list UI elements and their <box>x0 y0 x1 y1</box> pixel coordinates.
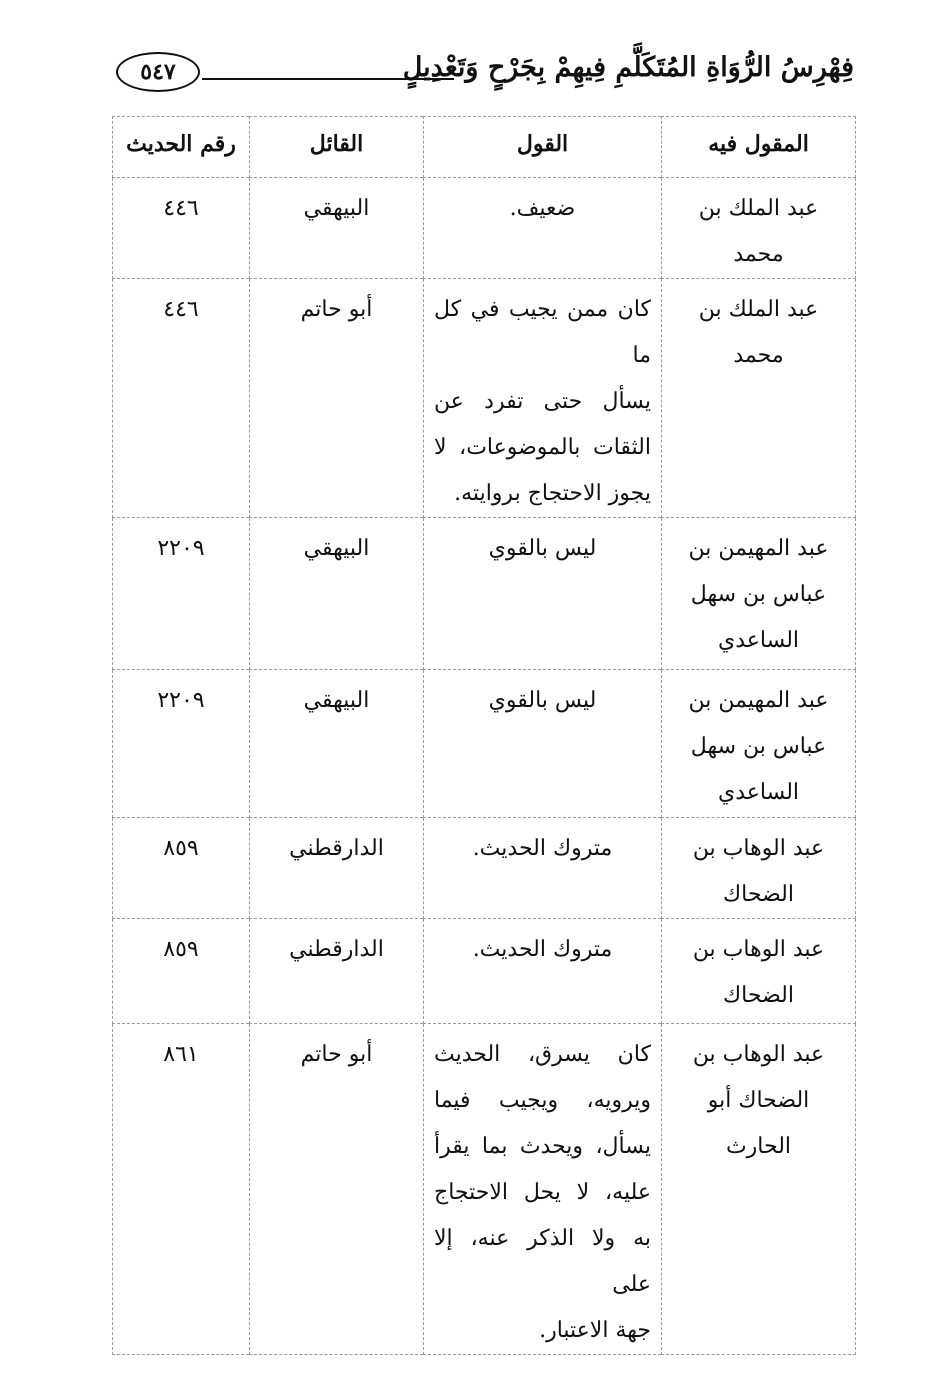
cell-sayer: الدارقطني <box>249 918 424 1024</box>
column-header-hadith-number: رقم الحديث <box>112 116 250 178</box>
cell-subject-line: الحارث <box>725 1134 792 1159</box>
table-header-row: المقول فيه القول القائل رقم الحديث <box>112 116 856 178</box>
cell-saying-line: الثقات بالموضوعات، لا <box>434 435 651 460</box>
cell-hadith-number: ٤٤٦ <box>112 278 250 518</box>
column-header-subject: المقول فيه <box>661 116 856 178</box>
cell-saying-line: ليس بالقوي <box>488 688 597 713</box>
cell-hadith-number: ٨٥٩ <box>112 817 250 919</box>
cell-subject-line: الضحاك <box>723 882 794 907</box>
cell-hadith-number: ٨٥٩ <box>112 918 250 1024</box>
cell-subject-line: الضحاك <box>723 983 794 1008</box>
cell-saying-line: متروك الحديث. <box>472 836 613 861</box>
cell-sayer: البيهقي <box>249 669 424 818</box>
cell-subject-line: عبد الملك بن محمد <box>698 196 819 267</box>
cell-saying-line: يسأل حتى تفرد عن <box>434 389 651 414</box>
cell-subject: عبد الوهاب بن الضحاك أبو الحارث <box>661 1023 856 1355</box>
cell-subject: عبد المهيمن بن عباس بن سهل الساعدي <box>661 517 856 670</box>
table-row: عبد المهيمن بن عباس بن سهل الساعدي ليس بالق… <box>112 669 856 818</box>
cell-subject-line: الساعدي <box>717 628 800 653</box>
column-header-saying: القول <box>423 116 662 178</box>
cell-sayer: البيهقي <box>249 517 424 670</box>
table-row: عبد المهيمن بن عباس بن سهل الساعدي ليس بالق… <box>112 517 856 670</box>
cell-saying-line: ليس بالقوي <box>488 536 597 561</box>
cell-subject-line: عبد المهيمن بن <box>688 536 829 561</box>
cell-subject-line: الساعدي <box>717 780 800 805</box>
cell-subject: عبد الوهاب بن الضحاك <box>661 817 856 919</box>
header-rule <box>202 78 454 80</box>
cell-subject-line: عباس بن سهل <box>690 734 827 759</box>
cell-subject-line: عبد المهيمن بن <box>688 688 829 713</box>
narrators-table: المقول فيه القول القائل رقم الحديث عبد ا… <box>112 116 856 1355</box>
cell-subject-line: عبد الوهاب بن <box>692 1042 825 1067</box>
cell-hadith-number: ٢٢٠٩ <box>112 517 250 670</box>
cell-saying: ليس بالقوي <box>423 517 662 670</box>
table-row: عبد الملك بن محمد ضعيف. البيهقي ٤٤٦ <box>112 177 856 279</box>
cell-saying: كان ممن يجيب في كل ما يسأل حتى تفرد عن الث… <box>423 278 662 518</box>
table-row: عبد الوهاب بن الضحاك أبو الحارث كان يسرق، ا… <box>112 1023 856 1355</box>
cell-sayer: أبو حاتم <box>249 1023 424 1355</box>
cell-saying-line: كان يسرق، الحديث <box>434 1042 651 1067</box>
page-header: فِهْرِسُ الرُّوَاةِ المُتَكَلَّمِ فِيهِم… <box>112 48 854 98</box>
cell-saying-line: يسأل، ويحدث بما يقرأ <box>434 1134 651 1159</box>
cell-hadith-number: ٨٦١ <box>112 1023 250 1355</box>
cell-saying-line: يجوز الاحتجاج بروايته. <box>454 481 651 506</box>
cell-sayer: البيهقي <box>249 177 424 279</box>
cell-hadith-number: ٤٤٦ <box>112 177 250 279</box>
cell-subject-line: عبد الملك بن محمد <box>698 297 819 368</box>
cell-subject: عبد الوهاب بن الضحاك <box>661 918 856 1024</box>
page-number: ٥٤٧ <box>116 52 200 92</box>
running-title: فِهْرِسُ الرُّوَاةِ المُتَكَلَّمِ فِيهِم… <box>402 52 854 83</box>
cell-saying-line: جهة الاعتبار. <box>539 1318 651 1343</box>
cell-saying-line: به ولا الذكر عنه، إلا على <box>434 1226 651 1297</box>
cell-saying: متروك الحديث. <box>423 817 662 919</box>
column-header-sayer: القائل <box>249 116 424 178</box>
cell-saying: ليس بالقوي <box>423 669 662 818</box>
cell-sayer: أبو حاتم <box>249 278 424 518</box>
table-row: عبد الملك بن محمد كان ممن يجيب في كل ما يس… <box>112 278 856 518</box>
cell-saying: كان يسرق، الحديث ويرويه، ويجيب فيما يسأل، … <box>423 1023 662 1355</box>
cell-subject: عبد المهيمن بن عباس بن سهل الساعدي <box>661 669 856 818</box>
table-row: عبد الوهاب بن الضحاك متروك الحديث. الدارقطن… <box>112 918 856 1024</box>
cell-saying-line: كان ممن يجيب في كل ما <box>434 297 651 368</box>
cell-saying-line: ضعيف. <box>509 196 576 221</box>
cell-hadith-number: ٢٢٠٩ <box>112 669 250 818</box>
cell-saying-line: متروك الحديث. <box>472 937 613 962</box>
cell-subject-line: عبد الوهاب بن <box>692 937 825 962</box>
cell-saying-line: عليه، لا يحل الاحتجاج <box>434 1180 651 1205</box>
cell-subject-line: عبد الوهاب بن <box>692 836 825 861</box>
cell-subject: عبد الملك بن محمد <box>661 278 856 518</box>
cell-subject: عبد الملك بن محمد <box>661 177 856 279</box>
cell-saying: ضعيف. <box>423 177 662 279</box>
cell-subject-line: عباس بن سهل <box>690 582 827 607</box>
cell-subject-line: الضحاك أبو <box>707 1088 810 1113</box>
table-row: عبد الوهاب بن الضحاك متروك الحديث. الدارقطن… <box>112 817 856 919</box>
cell-sayer: الدارقطني <box>249 817 424 919</box>
cell-saying: متروك الحديث. <box>423 918 662 1024</box>
cell-saying-line: ويرويه، ويجيب فيما <box>434 1088 651 1113</box>
